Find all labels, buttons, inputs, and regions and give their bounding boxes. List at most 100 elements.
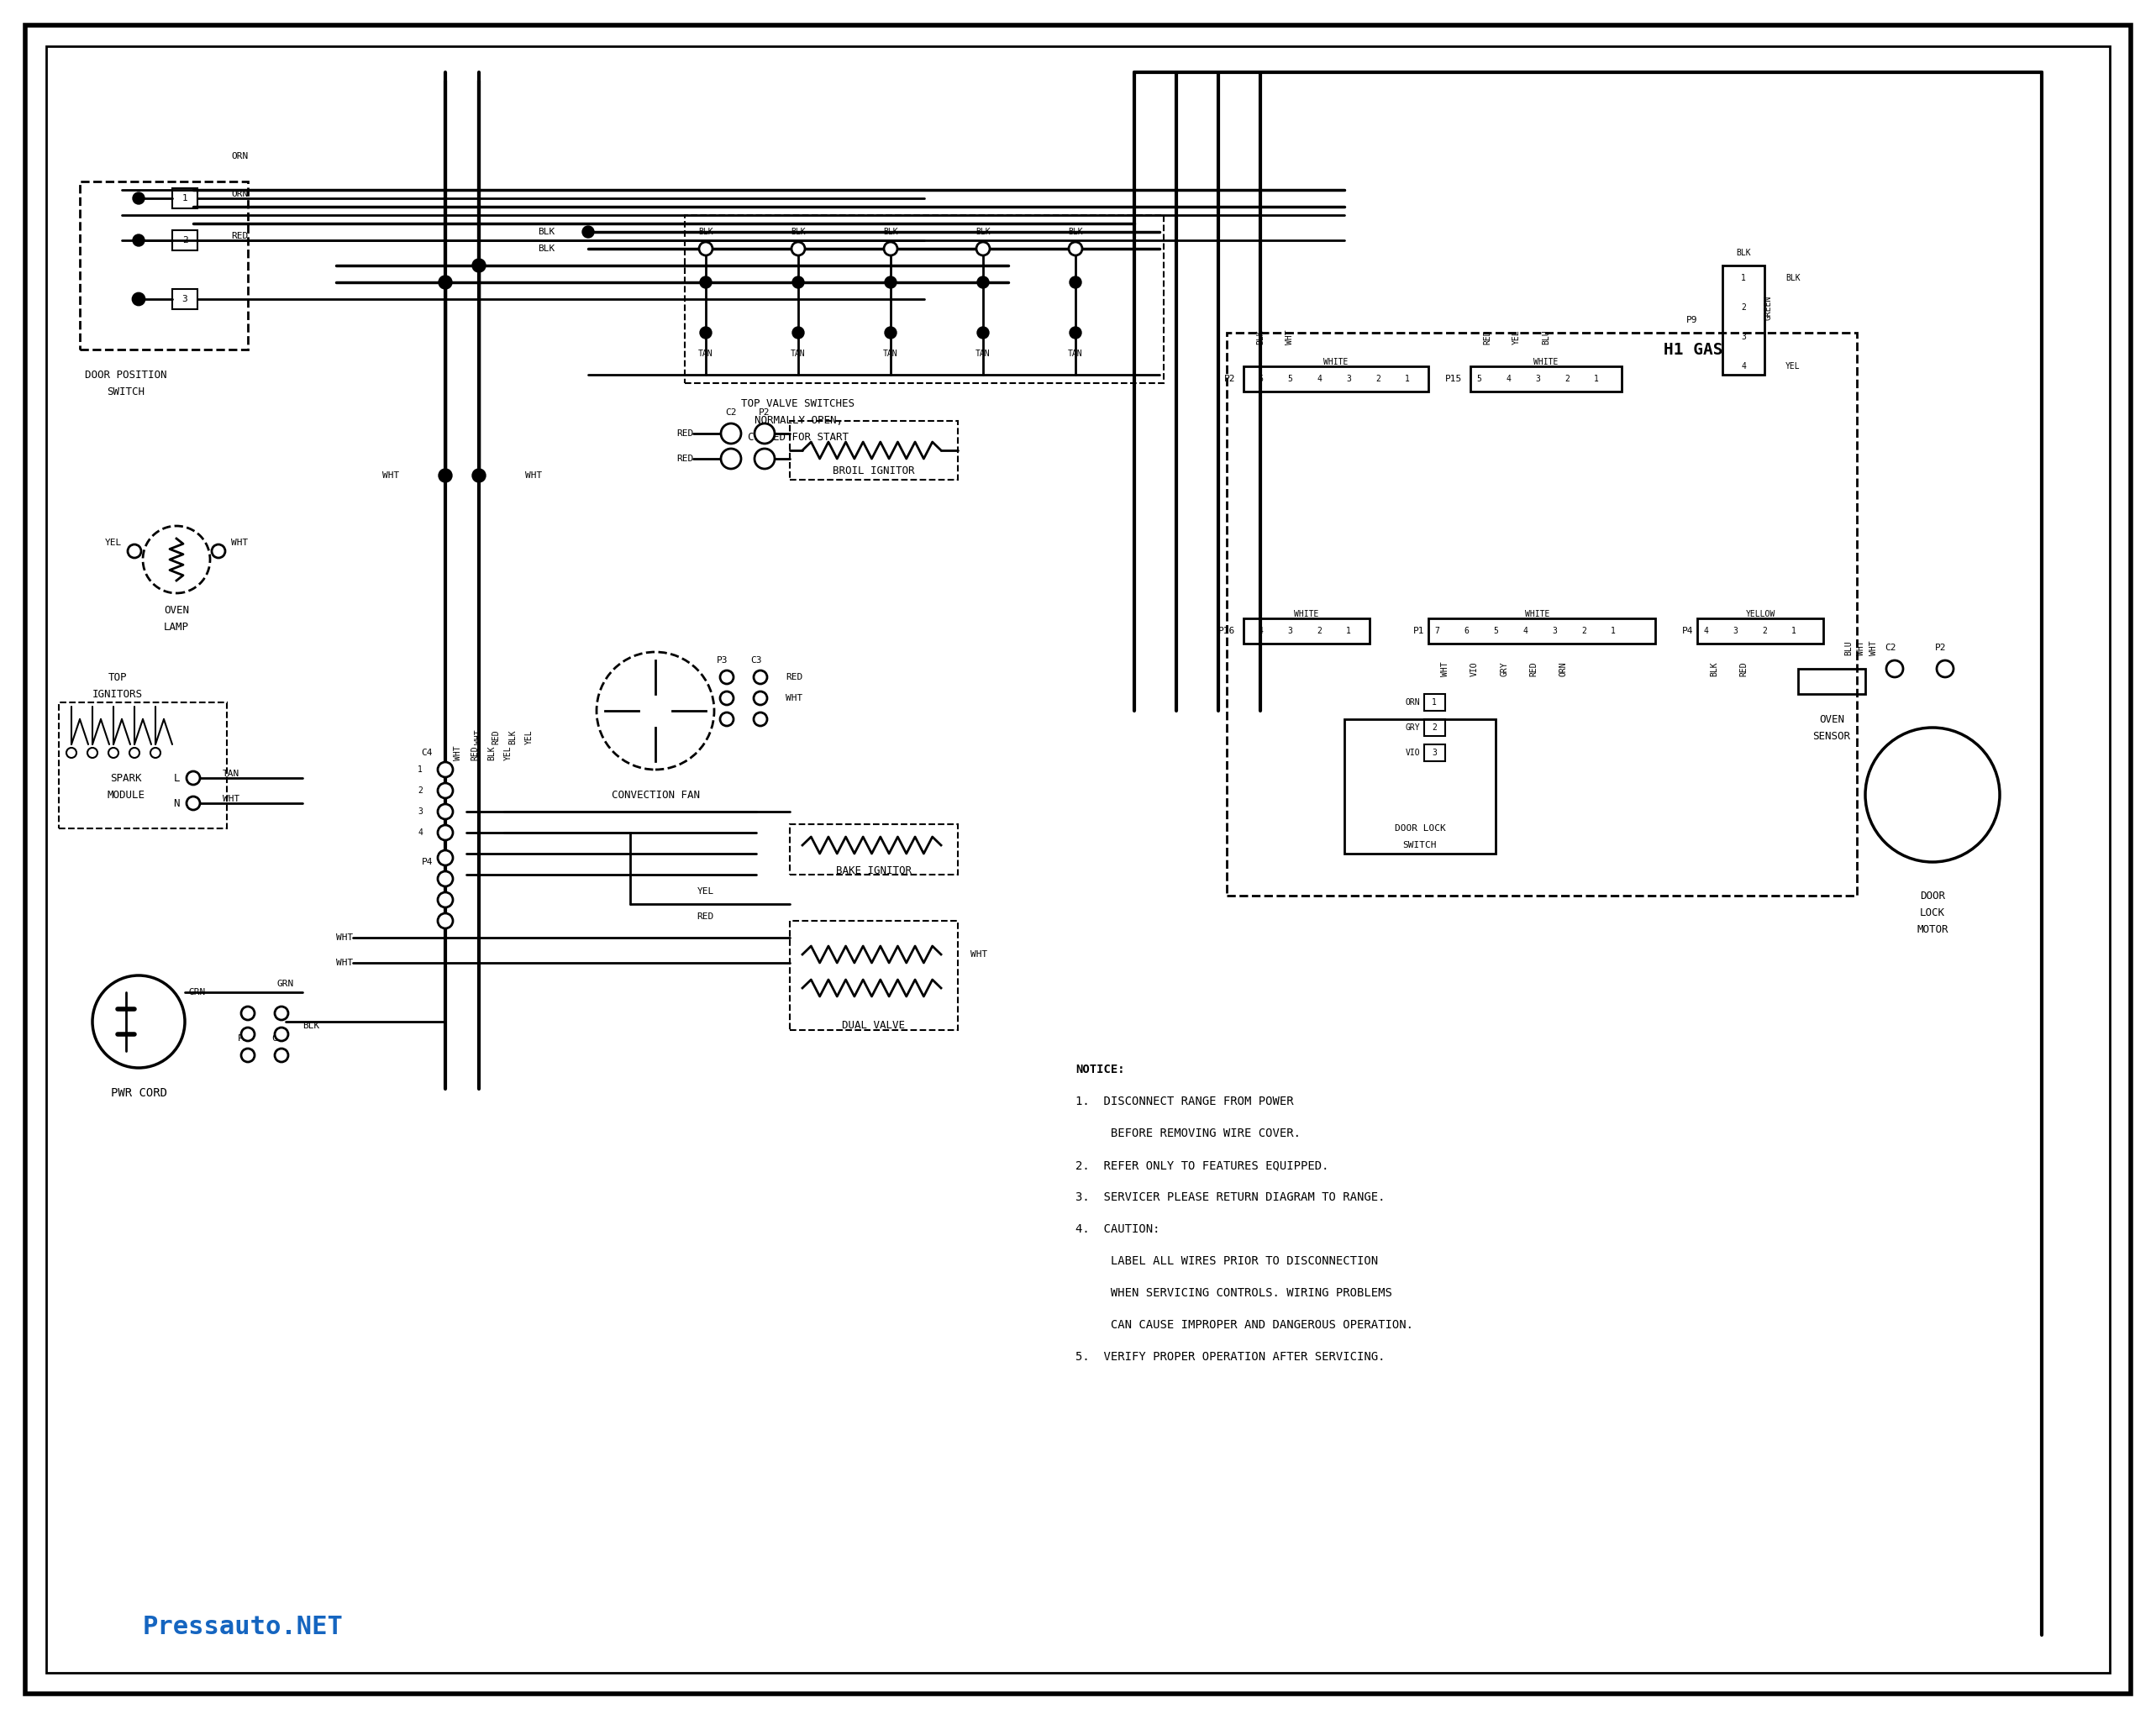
Text: YEL: YEL xyxy=(106,538,123,547)
Text: 3: 3 xyxy=(1345,375,1352,383)
Text: TAN: TAN xyxy=(977,349,990,358)
Text: 2: 2 xyxy=(418,786,423,794)
Text: 1.  DISCONNECT RANGE FROM POWER: 1. DISCONNECT RANGE FROM POWER xyxy=(1076,1095,1294,1107)
Text: 3: 3 xyxy=(1552,627,1557,636)
Text: DOOR LOCK: DOOR LOCK xyxy=(1395,823,1445,832)
Text: C2: C2 xyxy=(724,409,737,416)
Text: RED: RED xyxy=(492,729,500,744)
Circle shape xyxy=(701,327,711,339)
Text: 1: 1 xyxy=(1406,375,1410,383)
Text: 4: 4 xyxy=(1505,375,1511,383)
Circle shape xyxy=(241,1049,254,1062)
Bar xyxy=(1244,366,1429,392)
Circle shape xyxy=(241,1007,254,1019)
Circle shape xyxy=(597,652,714,770)
Text: 3: 3 xyxy=(181,296,188,303)
Circle shape xyxy=(701,277,711,289)
Text: BLK: BLK xyxy=(537,227,554,236)
Text: 5: 5 xyxy=(1494,627,1498,636)
Text: GRN: GRN xyxy=(190,988,207,997)
Circle shape xyxy=(67,748,75,758)
Text: TAN: TAN xyxy=(222,770,239,779)
Text: OVEN: OVEN xyxy=(1820,713,1843,725)
Text: CAN CAUSE IMPROPER AND DANGEROUS OPERATION.: CAN CAUSE IMPROPER AND DANGEROUS OPERATI… xyxy=(1076,1318,1412,1331)
Text: C3: C3 xyxy=(750,657,761,665)
Text: BLK: BLK xyxy=(884,227,899,236)
Bar xyxy=(1697,619,1824,643)
Text: WHITE: WHITE xyxy=(1294,610,1319,619)
Text: GRY: GRY xyxy=(1406,724,1421,732)
Text: WHT: WHT xyxy=(222,794,239,803)
Text: NOTICE:: NOTICE: xyxy=(1076,1064,1125,1076)
Text: BLK: BLK xyxy=(1710,662,1718,676)
Text: MOTOR: MOTOR xyxy=(1917,923,1949,935)
Text: SPARK: SPARK xyxy=(110,772,142,784)
Text: 4.  CAUTION:: 4. CAUTION: xyxy=(1076,1224,1160,1234)
Text: BLK: BLK xyxy=(1785,273,1800,282)
Text: BLK: BLK xyxy=(1067,227,1082,236)
Circle shape xyxy=(699,242,711,256)
Text: TAN: TAN xyxy=(1067,349,1082,358)
Circle shape xyxy=(188,772,201,786)
Circle shape xyxy=(755,712,768,725)
Text: WHT: WHT xyxy=(526,471,541,480)
Text: YEL: YEL xyxy=(526,729,533,744)
Text: P1: P1 xyxy=(1412,627,1425,636)
Circle shape xyxy=(129,748,140,758)
Bar xyxy=(1244,619,1369,643)
Circle shape xyxy=(188,796,201,810)
Text: BLK: BLK xyxy=(977,227,990,236)
Text: P4: P4 xyxy=(420,858,433,866)
Text: BLK: BLK xyxy=(302,1021,319,1030)
Circle shape xyxy=(977,242,990,256)
Circle shape xyxy=(134,294,144,304)
Text: GREEN: GREEN xyxy=(1764,296,1772,320)
Text: 5: 5 xyxy=(1287,375,1291,383)
Text: SWITCH: SWITCH xyxy=(108,387,144,397)
Text: C2: C2 xyxy=(1884,643,1895,652)
Text: BLK: BLK xyxy=(699,227,714,236)
Text: WHT: WHT xyxy=(785,694,802,703)
Text: LAMP: LAMP xyxy=(164,621,190,633)
Text: P15: P15 xyxy=(1445,375,1462,383)
Text: RED: RED xyxy=(677,454,694,462)
Text: WHT: WHT xyxy=(970,951,987,959)
Bar xyxy=(1425,744,1445,762)
Text: BLU: BLU xyxy=(1843,641,1852,655)
Text: 7: 7 xyxy=(1434,627,1440,636)
Text: TOP VALVE SWITCHES: TOP VALVE SWITCHES xyxy=(742,399,856,409)
Circle shape xyxy=(88,748,97,758)
Circle shape xyxy=(1069,277,1082,289)
Text: BLK: BLK xyxy=(791,227,806,236)
Bar xyxy=(172,289,198,309)
Circle shape xyxy=(755,670,768,684)
Text: 1: 1 xyxy=(1432,698,1436,707)
Text: WHT: WHT xyxy=(1285,330,1294,344)
Text: 2.  REFER ONLY TO FEATURES EQUIPPED.: 2. REFER ONLY TO FEATURES EQUIPPED. xyxy=(1076,1159,1328,1171)
Text: P9: P9 xyxy=(1686,316,1697,325)
Text: YEL: YEL xyxy=(505,746,513,760)
Bar xyxy=(172,187,198,208)
Circle shape xyxy=(755,691,768,705)
Text: 2: 2 xyxy=(1742,303,1746,311)
Text: TOP: TOP xyxy=(108,672,127,682)
Circle shape xyxy=(438,851,453,865)
Text: BLK: BLK xyxy=(1736,249,1751,258)
Text: RED: RED xyxy=(696,913,714,921)
Text: RED: RED xyxy=(231,232,248,241)
Text: 3: 3 xyxy=(1742,333,1746,340)
Text: 4: 4 xyxy=(1742,363,1746,371)
Text: WHITE: WHITE xyxy=(1533,358,1559,366)
Bar xyxy=(1723,265,1764,375)
Text: GRY: GRY xyxy=(1501,662,1509,676)
Text: 1: 1 xyxy=(418,765,423,774)
Circle shape xyxy=(274,1007,289,1019)
Circle shape xyxy=(438,872,453,887)
Circle shape xyxy=(720,712,733,725)
Text: 4: 4 xyxy=(1257,627,1263,636)
Circle shape xyxy=(791,277,804,289)
Circle shape xyxy=(1865,727,2001,861)
Bar xyxy=(80,182,248,349)
Text: 1: 1 xyxy=(1742,273,1746,282)
Circle shape xyxy=(1886,660,1904,677)
